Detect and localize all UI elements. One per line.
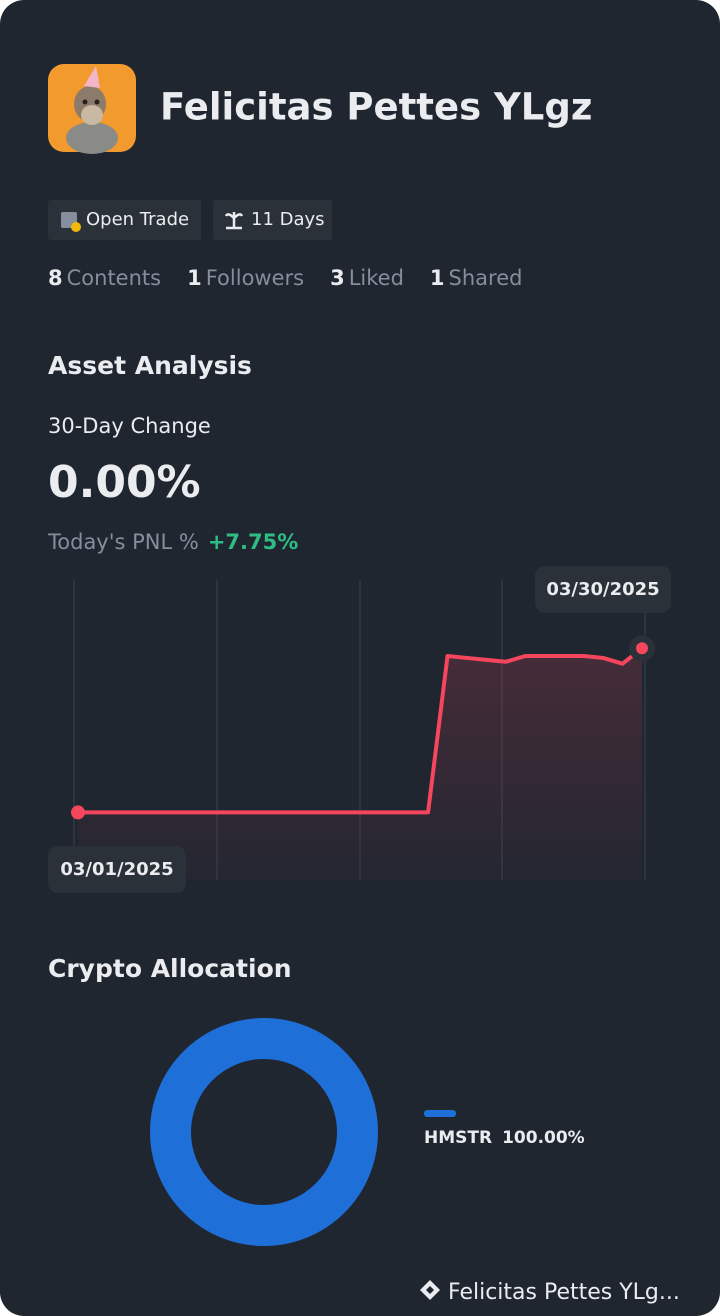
badge-label: Open Trade [86,209,189,230]
stats: 8 Contents 1 Followers 3 Liked 1 Shared [48,266,522,290]
section-title: Asset Analysis [48,351,252,380]
badge [48,200,201,240]
stat-count: 3 [330,266,345,290]
stat-count: 1 [187,266,202,290]
change-label: 30-Day Change [48,414,211,438]
badge-icon [224,212,244,230]
badge-label: 11 Days [251,209,325,230]
pnl-label: Today's PNL % [47,530,199,554]
start-point [71,805,85,820]
legend-value: 100.00% [502,1128,585,1148]
line [78,646,644,815]
footer-text: Felicitas Pettes YLg... [448,1280,680,1305]
end-point [636,642,648,655]
pnl-value: +7.75% [208,530,298,554]
date-tooltip [48,846,186,893]
donut-chart: HMSTR 100.00% [150,1018,585,1246]
profile-name: Felicitas Pettes YLgz [160,86,592,129]
change-value: 0.00% [48,457,201,508]
footer-logo [420,1280,440,1300]
stat-label: Contents [67,266,161,290]
legend-swatch [424,1110,456,1117]
stat-label: Shared [449,266,523,290]
section-title: Crypto Allocation [48,954,292,983]
stat-label: Followers [206,266,304,290]
avatar [48,64,136,154]
start-date: 03/01/2025 [60,859,173,880]
stat-count: 8 [48,266,63,290]
line-chart: 03/30/2025 03/01/2025 [48,566,671,893]
end-date: 03/30/2025 [546,579,659,600]
stat-label: Liked [349,266,404,290]
badge-icon [71,222,81,232]
donut-segment [150,1018,378,1246]
date-tooltip [535,566,671,613]
badge [213,200,332,240]
legend-label: HMSTR [424,1128,492,1148]
stat-count: 1 [430,266,445,290]
area [78,648,642,880]
